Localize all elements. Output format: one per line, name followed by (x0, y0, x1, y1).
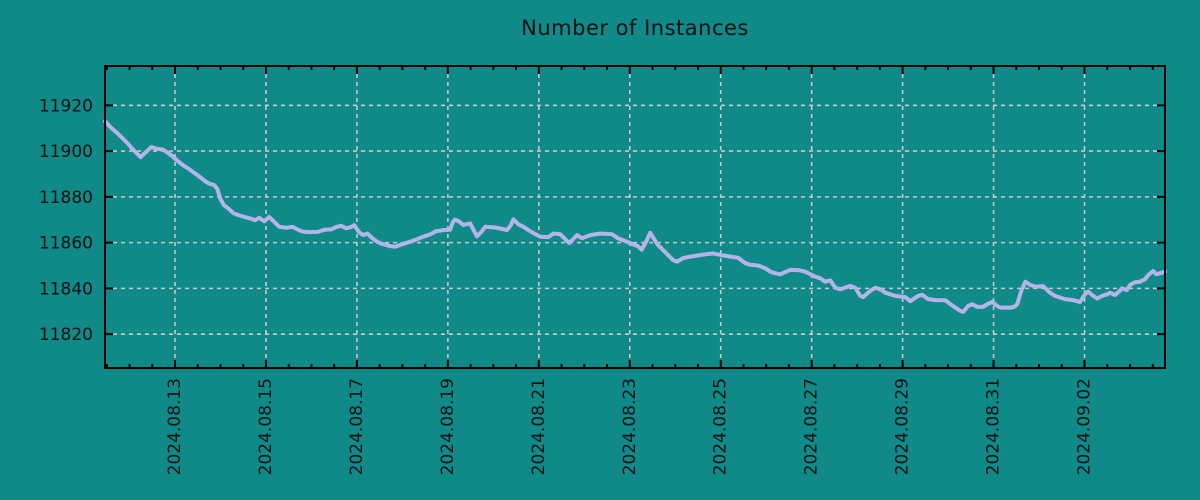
x-tick-label: 2024.08.27 (802, 378, 822, 475)
y-tick-label: 11900 (39, 142, 93, 162)
series-line-instances (103, 119, 1167, 314)
x-tick-label: 2024.09.02 (1075, 378, 1095, 475)
y-tick-label: 11860 (39, 234, 93, 254)
x-tick-label: 2024.08.21 (529, 378, 549, 475)
plot-border (104, 65, 1166, 369)
y-tick-label: 11840 (39, 279, 93, 299)
y-tick-label: 11820 (39, 325, 93, 345)
x-tick-label: 2024.08.17 (347, 378, 367, 475)
x-tick-label: 2024.08.19 (438, 378, 458, 475)
x-tick-labels: 2024.08.13 2024.08.15 2024.08.17 2024.08.19… (165, 378, 1094, 475)
x-tick-label: 2024.08.15 (256, 378, 276, 475)
x-tick-label: 2024.08.25 (711, 378, 731, 475)
chart-title: Number of Instances (521, 16, 749, 40)
x-tick-label: 2024.08.23 (620, 378, 640, 475)
x-tick-label: 2024.08.31 (984, 378, 1004, 475)
axis-ticks (105, 66, 1165, 368)
x-tick-label: 2024.08.13 (165, 378, 185, 475)
y-tick-labels: 11820 11840 11860 11880 11900 11920 (39, 96, 93, 345)
data-series (103, 119, 1167, 314)
y-tick-label: 11920 (39, 96, 93, 116)
grid-lines (105, 66, 1165, 368)
x-tick-label: 2024.08.29 (893, 378, 913, 475)
y-tick-label: 11880 (39, 188, 93, 208)
